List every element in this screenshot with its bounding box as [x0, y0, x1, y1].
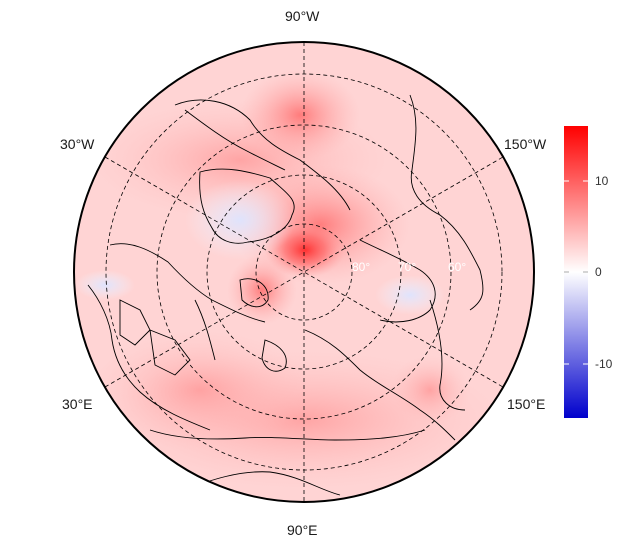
latitude-labels: 80° 70° 60°: [352, 260, 466, 274]
colorbar-tick-0: 0: [595, 265, 602, 279]
lat-label-60: 60°: [448, 260, 466, 274]
colorbar-tick-neg10: -10: [595, 357, 613, 371]
colorbar: [564, 126, 588, 418]
anomaly-field: [74, 42, 534, 502]
lon-label-bottom: 90°E: [287, 522, 318, 538]
colorbar-tick-10: 10: [595, 174, 609, 188]
coastlines: [87, 94, 484, 496]
lat-label-70: 70°: [398, 260, 416, 274]
lat-label-80: 80°: [352, 260, 370, 274]
lon-label-upper-right: 150°W: [504, 136, 547, 152]
map-boundary: [73, 41, 535, 503]
lon-label-upper-left: 30°W: [60, 136, 95, 152]
lon-label-lower-left: 30°E: [62, 396, 93, 412]
lon-label-top: 90°W: [285, 8, 320, 24]
lon-label-lower-right: 150°E: [507, 396, 546, 412]
graticule: [104, 42, 504, 502]
